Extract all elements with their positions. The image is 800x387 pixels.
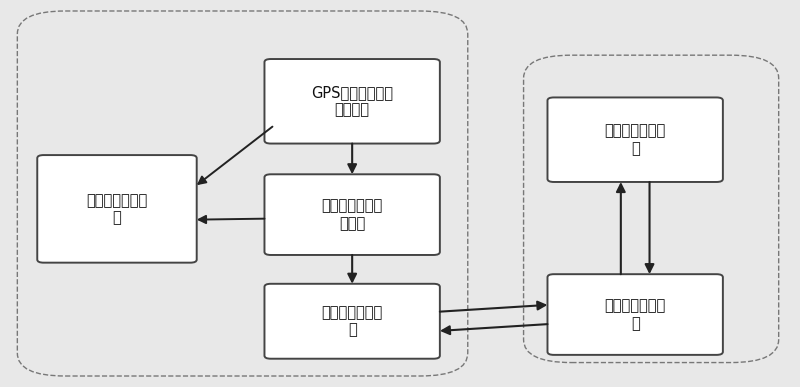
Text: 与服务器通信模
块: 与服务器通信模 块 [605,298,666,331]
FancyBboxPatch shape [547,98,723,182]
FancyBboxPatch shape [265,174,440,255]
Text: 运动模式挖掘准
备模块: 运动模式挖掘准 备模块 [322,199,382,231]
Text: GPS数据采集与预
处理模块: GPS数据采集与预 处理模块 [311,85,393,118]
FancyBboxPatch shape [265,59,440,144]
Text: 在线位置预测模
块: 在线位置预测模 块 [86,193,148,225]
Text: 与服务器通信模
块: 与服务器通信模 块 [322,305,382,337]
FancyBboxPatch shape [265,284,440,359]
Text: 运动模式挖掘模
块: 运动模式挖掘模 块 [605,123,666,156]
FancyBboxPatch shape [547,274,723,355]
FancyBboxPatch shape [38,155,197,263]
